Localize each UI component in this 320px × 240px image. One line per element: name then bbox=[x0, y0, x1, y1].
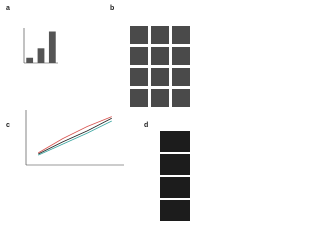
panel-label: d bbox=[144, 122, 148, 129]
micrograph bbox=[151, 47, 169, 65]
micrograph bbox=[160, 177, 190, 198]
line bbox=[38, 120, 112, 156]
bar bbox=[37, 48, 45, 63]
image-column bbox=[160, 131, 190, 221]
micrograph bbox=[172, 26, 190, 44]
line bbox=[38, 116, 112, 154]
figure: a b c d bbox=[6, 5, 190, 221]
line bbox=[38, 117, 112, 155]
panel-label: c bbox=[6, 122, 10, 129]
micrograph bbox=[172, 89, 190, 107]
panel-label: b bbox=[110, 5, 114, 12]
micrograph bbox=[130, 89, 148, 107]
image-grid bbox=[130, 26, 190, 107]
micrograph bbox=[151, 89, 169, 107]
micrograph bbox=[130, 26, 148, 44]
micrograph bbox=[172, 68, 190, 86]
micrograph bbox=[151, 68, 169, 86]
micrograph bbox=[160, 200, 190, 221]
micrograph bbox=[130, 68, 148, 86]
panel-label: a bbox=[6, 5, 10, 12]
bar bbox=[26, 57, 34, 63]
micrograph bbox=[172, 47, 190, 65]
bar bbox=[48, 31, 56, 63]
micrograph bbox=[160, 131, 190, 152]
micrograph bbox=[160, 154, 190, 175]
micrograph bbox=[151, 26, 169, 44]
micrograph bbox=[130, 47, 148, 65]
